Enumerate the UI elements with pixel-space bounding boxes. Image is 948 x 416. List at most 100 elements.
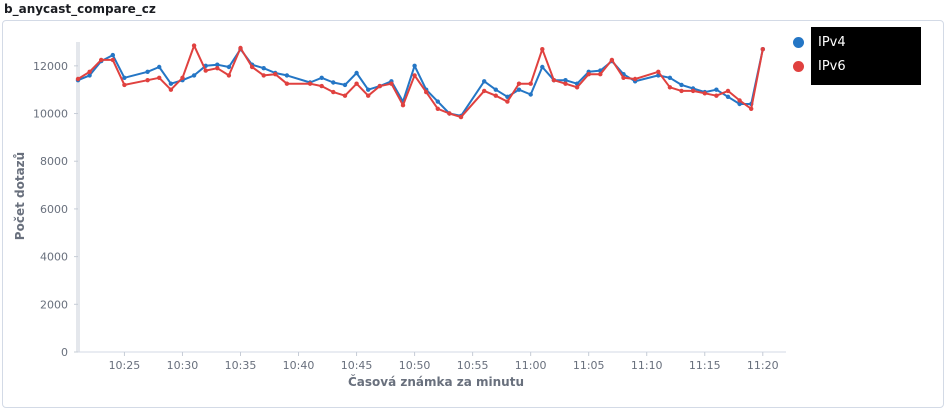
data-point-ipv6[interactable] [354, 81, 359, 86]
x-tick-label: 11:20 [747, 359, 779, 372]
data-point-ipv4[interactable] [261, 66, 266, 71]
data-point-ipv4[interactable] [563, 78, 568, 83]
data-point-ipv6[interactable] [249, 64, 255, 70]
data-point-ipv6[interactable] [482, 88, 487, 94]
data-point-ipv6[interactable] [516, 81, 522, 86]
data-point-ipv6[interactable] [447, 111, 452, 116]
data-point-ipv6[interactable] [191, 43, 197, 48]
data-point-ipv4[interactable] [540, 64, 545, 70]
data-point-ipv6[interactable] [412, 73, 417, 78]
data-point-ipv6[interactable] [679, 88, 684, 94]
data-point-ipv6[interactable] [667, 85, 673, 90]
data-point-ipv6[interactable] [342, 93, 348, 98]
data-point-ipv6[interactable] [690, 88, 696, 94]
data-point-ipv4[interactable] [284, 73, 290, 78]
data-point-ipv6[interactable] [725, 88, 731, 94]
data-point-ipv4[interactable] [482, 79, 487, 84]
legend-item-ipv4[interactable]: IPv4 [790, 32, 846, 52]
data-point-ipv4[interactable] [714, 87, 719, 92]
data-point-ipv6[interactable] [737, 98, 742, 103]
data-point-ipv6[interactable] [307, 81, 313, 86]
x-tick-label: 10:35 [225, 359, 257, 372]
data-point-ipv4[interactable] [145, 69, 150, 75]
data-point-ipv4[interactable] [319, 75, 324, 81]
data-point-ipv4[interactable] [412, 63, 417, 68]
data-point-ipv6[interactable] [760, 47, 765, 52]
data-point-ipv6[interactable] [180, 75, 185, 81]
data-point-ipv6[interactable] [435, 106, 440, 112]
data-point-ipv6[interactable] [168, 87, 174, 92]
data-point-ipv6[interactable] [203, 68, 208, 73]
data-point-ipv4[interactable] [168, 81, 174, 86]
data-point-ipv4[interactable] [122, 75, 127, 81]
data-point-ipv6[interactable] [493, 93, 498, 98]
data-point-ipv4[interactable] [528, 92, 533, 97]
data-point-ipv6[interactable] [99, 57, 104, 63]
data-point-ipv6[interactable] [226, 73, 232, 78]
data-point-ipv4[interactable] [505, 94, 510, 100]
data-point-ipv6[interactable] [366, 93, 371, 98]
x-axis-label: Časová známka za minutu [348, 374, 524, 389]
data-point-ipv6[interactable] [331, 89, 336, 95]
data-point-ipv6[interactable] [238, 45, 243, 51]
data-point-ipv4[interactable] [110, 52, 116, 58]
data-point-ipv4[interactable] [354, 70, 359, 76]
legend-item-ipv6[interactable]: IPv6 [790, 56, 846, 76]
data-point-ipv6[interactable] [621, 75, 626, 81]
data-point-ipv6[interactable] [75, 76, 81, 82]
data-point-ipv4[interactable] [191, 73, 197, 78]
data-point-ipv4[interactable] [87, 73, 92, 78]
data-point-ipv6[interactable] [261, 73, 266, 78]
data-point-ipv6[interactable] [319, 83, 324, 89]
data-point-ipv6[interactable] [215, 66, 220, 71]
data-point-ipv6[interactable] [574, 85, 580, 90]
data-point-ipv4[interactable] [516, 87, 522, 92]
data-point-ipv6[interactable] [157, 75, 162, 81]
data-point-ipv4[interactable] [215, 62, 220, 67]
data-point-ipv6[interactable] [377, 83, 382, 89]
data-point-ipv4[interactable] [366, 87, 371, 92]
data-point-ipv6[interactable] [563, 81, 568, 86]
data-point-ipv6[interactable] [284, 81, 290, 86]
data-point-ipv4[interactable] [667, 75, 673, 81]
data-point-ipv4[interactable] [435, 99, 440, 104]
data-point-ipv6[interactable] [528, 81, 533, 86]
data-point-ipv4[interactable] [679, 82, 684, 88]
data-point-ipv6[interactable] [458, 114, 464, 120]
y-tick-label: 10000 [33, 108, 68, 121]
data-point-ipv6[interactable] [110, 57, 116, 63]
data-point-ipv6[interactable] [400, 103, 406, 108]
data-point-ipv6[interactable] [714, 93, 719, 98]
data-point-ipv6[interactable] [702, 91, 707, 96]
x-tick-label: 10:45 [341, 359, 373, 372]
data-point-ipv6[interactable] [632, 76, 638, 82]
data-point-ipv4[interactable] [725, 94, 731, 100]
data-point-ipv6[interactable] [145, 78, 150, 83]
data-point-ipv4[interactable] [331, 80, 336, 85]
data-point-ipv6[interactable] [656, 69, 661, 75]
data-point-ipv4[interactable] [226, 64, 232, 70]
panel-title: b_anycast_compare_cz [4, 2, 156, 16]
data-point-ipv6[interactable] [389, 81, 394, 86]
data-point-ipv6[interactable] [273, 72, 278, 77]
data-point-ipv6[interactable] [540, 47, 545, 52]
y-tick-label: 12000 [33, 60, 68, 73]
y-tick-label: 8000 [40, 155, 68, 168]
data-point-ipv6[interactable] [424, 89, 429, 95]
data-point-ipv6[interactable] [505, 99, 510, 104]
x-tick-label: 10:40 [283, 359, 315, 372]
data-point-ipv6[interactable] [122, 82, 127, 88]
data-point-ipv4[interactable] [493, 87, 498, 92]
data-point-ipv6[interactable] [609, 57, 615, 63]
data-point-ipv4[interactable] [342, 82, 348, 88]
data-point-ipv6[interactable] [598, 72, 603, 77]
data-point-ipv6[interactable] [551, 78, 557, 83]
x-tick-label: 11:05 [573, 359, 605, 372]
data-point-ipv6[interactable] [749, 106, 754, 112]
data-point-ipv4[interactable] [737, 101, 742, 107]
data-point-ipv6[interactable] [87, 69, 92, 75]
data-point-ipv6[interactable] [586, 72, 591, 77]
series-line-ipv6 [77, 44, 764, 119]
data-point-ipv4[interactable] [157, 64, 162, 70]
